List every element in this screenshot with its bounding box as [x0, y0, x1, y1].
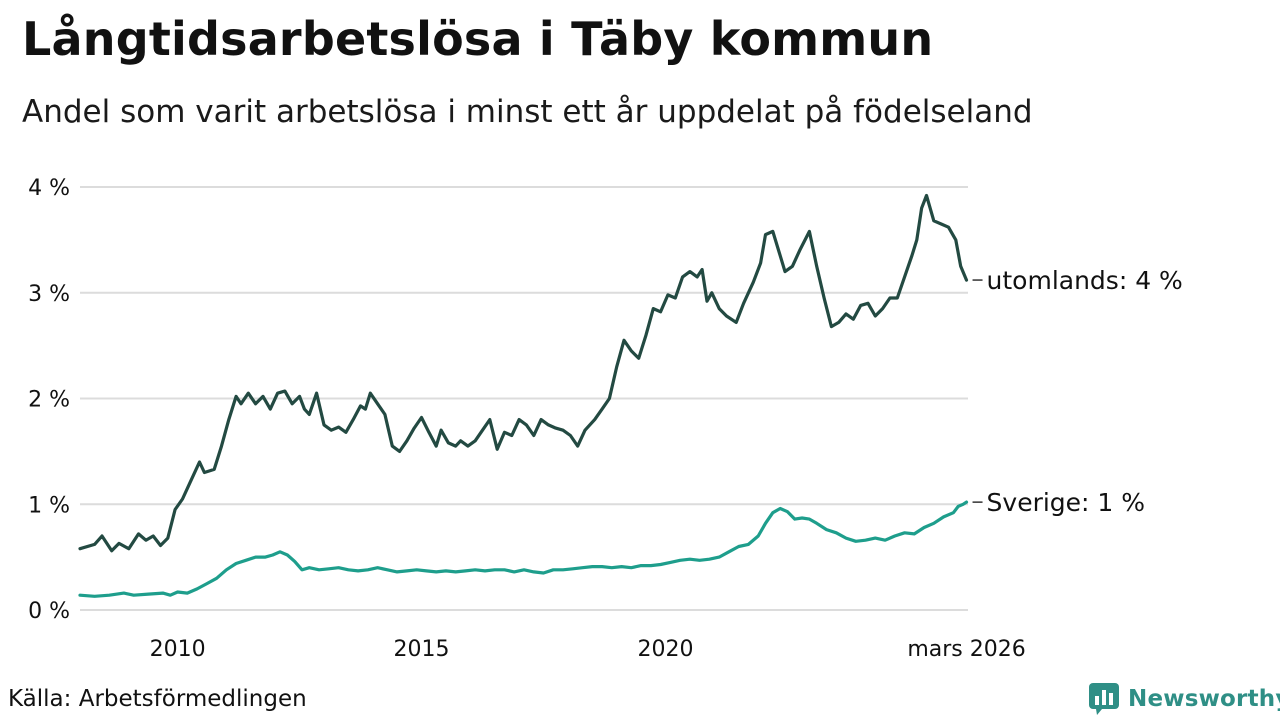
y-tick-label: 2 % — [28, 388, 70, 413]
y-tick-label: 3 % — [28, 282, 70, 307]
x-tick-label: 2020 — [637, 637, 693, 662]
y-tick-label: 1 % — [28, 493, 70, 518]
series-group — [78, 193, 969, 598]
x-tick-label: 2010 — [150, 637, 206, 662]
x-axis: 2010 2015 2020 mars 2026 — [150, 637, 1026, 662]
newsworthy-logo-icon — [1089, 683, 1119, 715]
y-tick-label: 4 % — [28, 176, 70, 201]
end-label-utomlands: utomlands: 4 % — [987, 266, 1183, 295]
brand-name: Newsworthy — [1128, 686, 1280, 712]
chart-title: Långtidsarbetslösa i Täby kommun — [22, 12, 934, 66]
source-note: Källa: Arbetsförmedlingen — [8, 686, 307, 712]
series-line-sverige — [78, 500, 969, 598]
brand: Newsworthy — [1088, 682, 1280, 716]
y-axis: 0 % 1 % 2 % 3 % 4 % — [28, 176, 70, 624]
x-tick-label: 2015 — [394, 637, 450, 662]
x-tick-label: mars 2026 — [907, 637, 1025, 662]
y-tick-label: 0 % — [28, 599, 70, 624]
end-labels: utomlands: 4 % Sverige: 1 % — [972, 266, 1183, 517]
grid — [80, 186, 968, 611]
chart-subtitle: Andel som varit arbetslösa i minst ett å… — [22, 94, 1033, 130]
end-label-sverige: Sverige: 1 % — [987, 488, 1146, 517]
series-line-utomlands — [78, 193, 969, 553]
